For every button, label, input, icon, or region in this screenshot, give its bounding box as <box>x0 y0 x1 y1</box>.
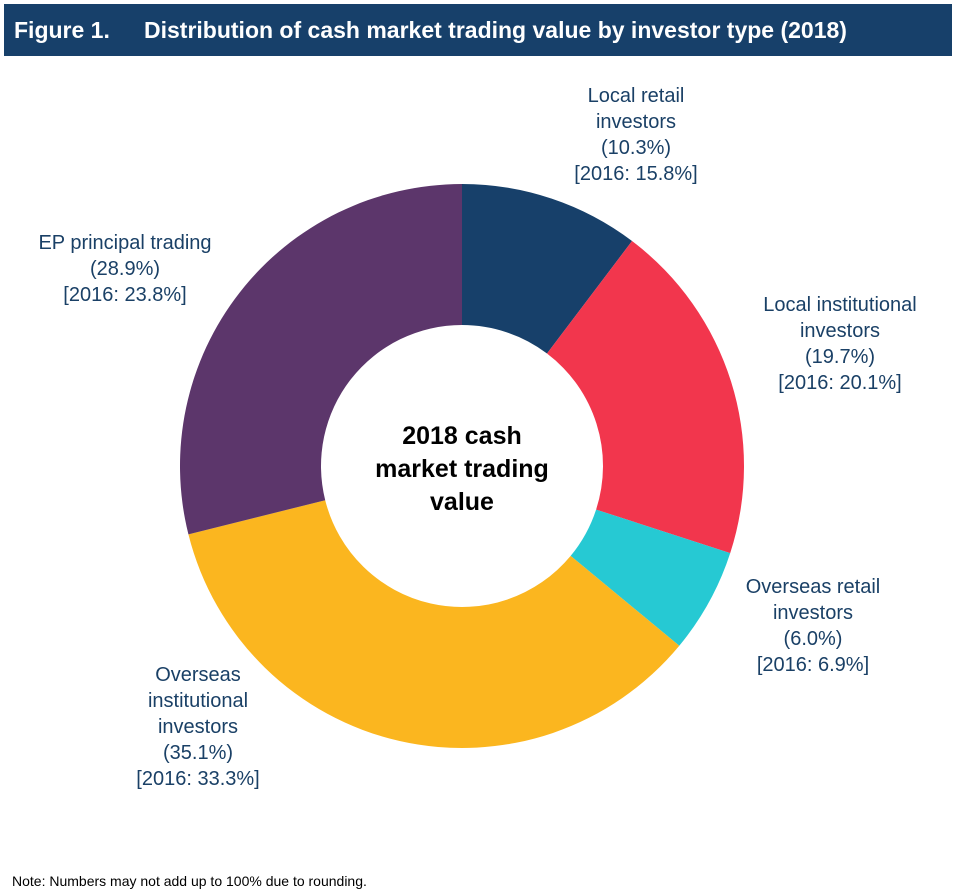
center-label: 2018 cash market trading value <box>375 422 549 516</box>
value-label: (28.9%) <box>89 258 161 280</box>
comparison-label: [2016: 15.8%] <box>574 163 698 185</box>
category-name: Overseas retail investors <box>745 576 881 624</box>
category-name: EP principal trading <box>38 232 212 254</box>
slice-label: Overseas institutional investors (35.1%) [… <box>133 662 263 792</box>
comparison-label: [2016: 23.8%] <box>63 284 187 306</box>
figure-label: Figure 1. <box>14 17 110 43</box>
chart-title: Distribution of cash market trading valu… <box>144 17 847 43</box>
category-name: Local retail investors <box>587 85 685 133</box>
donut-slice <box>570 509 731 646</box>
category-name: Overseas institutional investors <box>147 664 249 738</box>
donut-slice <box>180 184 462 535</box>
comparison-label: [2016: 6.9%] <box>756 654 870 676</box>
donut-slice <box>462 184 633 354</box>
donut-slice <box>188 500 680 748</box>
value-label: (6.0%) <box>783 628 843 650</box>
title-banner: Figure 1. Distribution of cash market tr… <box>4 4 952 56</box>
slice-label: EP principal trading (28.9%) [2016: 23.8%] <box>10 230 240 308</box>
value-label: (35.1%) <box>162 742 234 764</box>
category-name: Local institutional investors <box>763 294 917 342</box>
comparison-label: [2016: 20.1%] <box>778 372 902 394</box>
slice-label: Local retail investors (10.3%) [2016: 15.8… <box>561 83 711 187</box>
value-label: (10.3%) <box>600 137 672 159</box>
comparison-label: [2016: 33.3%] <box>136 768 260 790</box>
slice-label: Overseas retail investors (6.0%) [2016: 6.… <box>728 574 898 678</box>
slice-label: Local institutional investors (19.7%) [201… <box>740 292 940 396</box>
value-label: (19.7%) <box>804 346 876 368</box>
note: Note: Numbers may not add up to 100% due… <box>12 873 367 889</box>
donut-slice <box>547 241 744 554</box>
